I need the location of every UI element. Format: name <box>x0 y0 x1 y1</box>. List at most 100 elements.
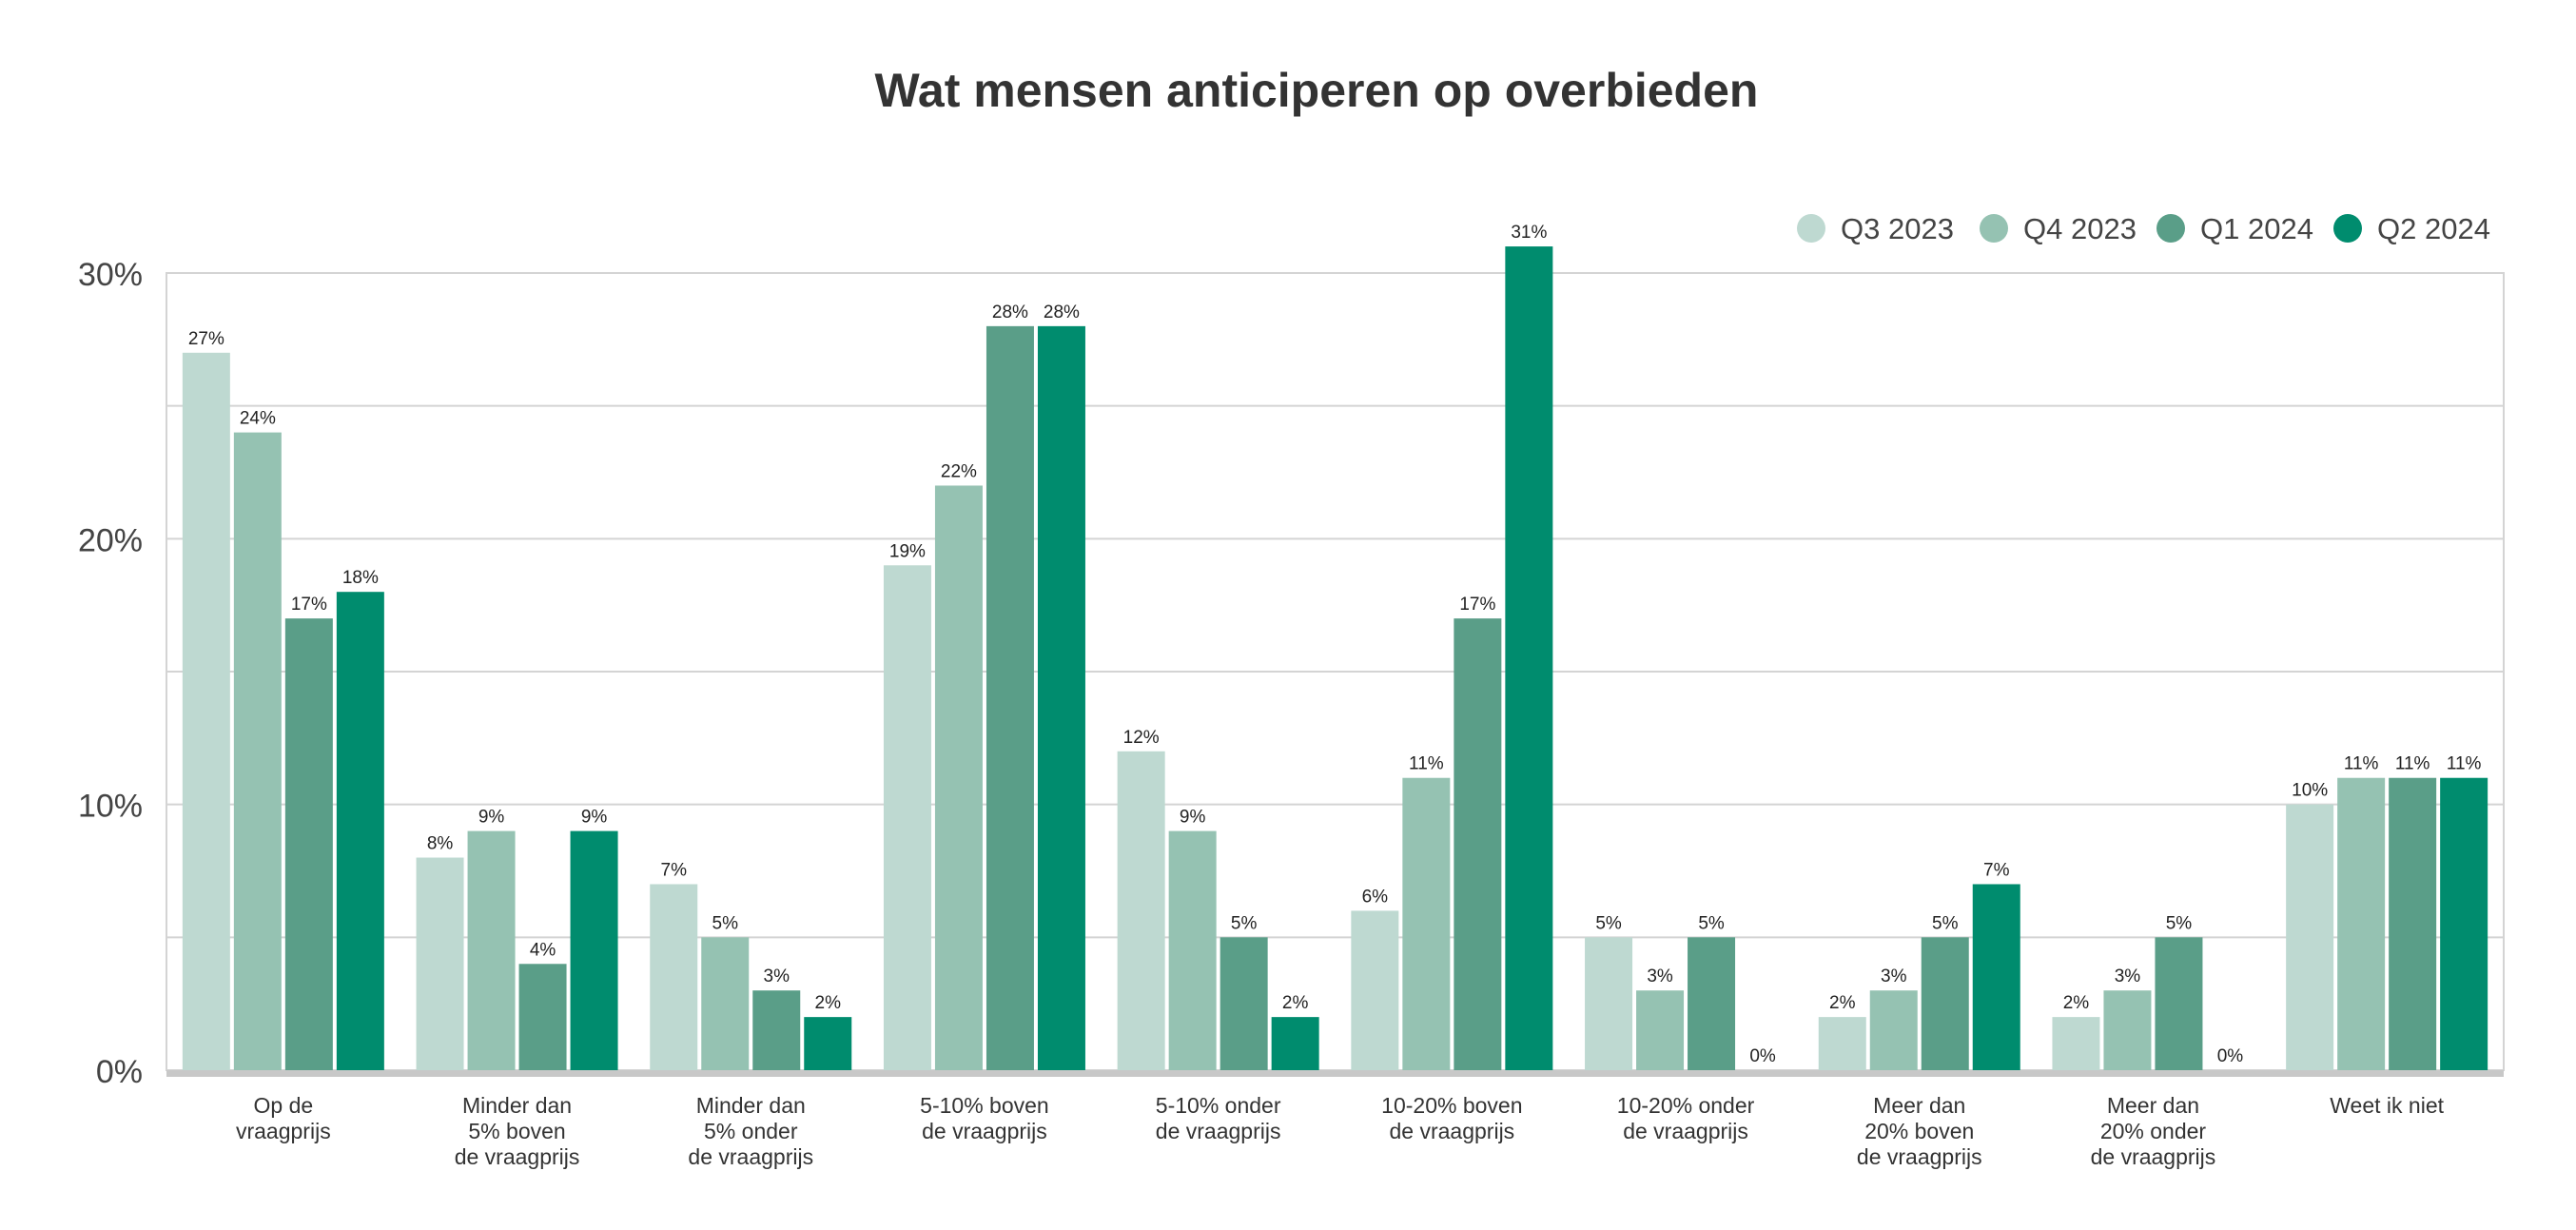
data-label: 12% <box>1123 728 1160 748</box>
bar <box>986 325 1034 1070</box>
data-label: 18% <box>342 568 379 588</box>
legend-item: Q2 2024 <box>2333 212 2490 245</box>
x-axis-ticks: Op de vraagprijs Minder dan 5% boven de vraa… <box>236 1093 2445 1169</box>
bar-series <box>166 246 2504 1077</box>
data-label: 5% <box>1932 913 1959 933</box>
bar <box>1505 246 1553 1071</box>
bar <box>752 990 801 1070</box>
bar <box>2155 937 2203 1070</box>
data-label: 17% <box>291 595 327 615</box>
legend-swatch-icon <box>1797 214 1825 243</box>
bar <box>416 857 464 1070</box>
bar <box>233 432 282 1071</box>
data-label: 8% <box>427 834 454 854</box>
bar <box>1037 325 1085 1070</box>
data-label: 27% <box>188 329 224 349</box>
legend-swatch-icon <box>1980 214 2008 243</box>
data-label: 2% <box>1829 993 1856 1013</box>
data-label: 24% <box>240 409 276 429</box>
grid-lines <box>166 272 2505 1071</box>
bar <box>1972 884 2020 1070</box>
data-label: 17% <box>1459 595 1495 615</box>
data-label: 7% <box>1983 860 2010 880</box>
y-tick-label: 20% <box>78 522 143 558</box>
bar <box>570 830 618 1070</box>
bar <box>1271 1017 1319 1070</box>
y-tick-label: 30% <box>78 257 143 293</box>
data-label: 11% <box>2344 754 2379 774</box>
legend-swatch-icon <box>2156 214 2185 243</box>
x-tick-label: 10-20% boven de vraagprijs <box>1381 1093 1522 1143</box>
x-tick-label: 10-20% onder de vraagprijs <box>1617 1093 1755 1143</box>
x-tick-label: Minder dan 5% onder de vraagprijs <box>688 1093 813 1169</box>
legend-item: Q4 2023 <box>1980 212 2137 245</box>
data-label: 6% <box>1362 887 1389 907</box>
bar <box>336 592 384 1070</box>
legend-label: Q4 2023 <box>2023 212 2137 245</box>
bar <box>1117 751 1165 1070</box>
data-label: 5% <box>1698 913 1725 933</box>
data-label: 2% <box>1282 993 1309 1013</box>
data-label: 28% <box>992 303 1028 322</box>
legend-swatch-icon <box>2333 214 2362 243</box>
legend-item: Q1 2024 <box>2156 212 2313 245</box>
bar <box>1454 618 1502 1070</box>
data-label: 5% <box>1595 913 1622 933</box>
bar <box>1818 1017 1866 1070</box>
data-label: 11% <box>2447 754 2482 774</box>
data-label: 0% <box>2217 1046 2244 1066</box>
y-tick-label: 10% <box>78 789 143 825</box>
bar <box>1585 937 1633 1070</box>
data-labels: 27% 24% 17% 18% 8% 9% 4% 9% 7% 5% 3% 2% 19% 22% 28% 28%… <box>188 223 2482 1066</box>
bar <box>934 485 983 1070</box>
data-label: 9% <box>581 808 608 828</box>
legend-label: Q2 2024 <box>2377 212 2490 245</box>
data-label: 2% <box>2063 993 2090 1013</box>
x-tick-label: Minder dan 5% boven de vraagprijs <box>455 1093 580 1169</box>
bar <box>1168 830 1217 1070</box>
bar <box>1636 990 1685 1070</box>
legend-label: Q1 2024 <box>2200 212 2313 245</box>
x-tick-label: 5-10% boven de vraagprijs <box>920 1093 1049 1143</box>
data-label: 7% <box>661 860 688 880</box>
bar <box>804 1017 852 1070</box>
data-label: 11% <box>2395 754 2430 774</box>
bar <box>518 964 567 1070</box>
data-label: 3% <box>1881 966 1907 986</box>
bar <box>1351 910 1399 1070</box>
data-label: 9% <box>1180 808 1206 828</box>
data-label: 0% <box>1749 1046 1776 1066</box>
data-label: 5% <box>712 913 739 933</box>
data-label: 3% <box>764 966 790 986</box>
bar <box>1688 937 1736 1070</box>
data-label: 3% <box>1647 966 1673 986</box>
bar <box>2103 990 2152 1070</box>
chart-title: Wat mensen anticiperen op overbieden <box>875 64 1759 117</box>
data-label: 10% <box>2292 781 2328 801</box>
bar <box>650 884 698 1070</box>
x-tick-label: Meer dan 20% boven de vraagprijs <box>1857 1093 1982 1169</box>
bar <box>284 618 333 1070</box>
data-label: 4% <box>530 940 556 960</box>
bar <box>1921 937 1969 1070</box>
y-tick-label: 0% <box>96 1054 143 1090</box>
bar <box>883 565 931 1070</box>
data-label: 5% <box>2166 913 2193 933</box>
bar <box>2337 777 2386 1070</box>
y-axis-ticks: 0% 10% 20% 30% <box>78 257 143 1090</box>
data-label: 9% <box>478 808 505 828</box>
data-label: 11% <box>1409 754 1444 774</box>
bar <box>1402 777 1451 1070</box>
bar <box>467 830 516 1070</box>
data-label: 22% <box>941 461 977 481</box>
x-tick-label: Weet ik niet <box>2330 1093 2444 1118</box>
data-label: 31% <box>1511 223 1547 243</box>
data-label: 28% <box>1044 303 1080 322</box>
x-tick-label: 5-10% onder de vraagprijs <box>1156 1093 1281 1143</box>
bar <box>2389 777 2437 1070</box>
data-label: 2% <box>815 993 842 1013</box>
bar <box>2052 1017 2100 1070</box>
data-label: 19% <box>889 541 926 561</box>
legend-item: Q3 2023 <box>1797 212 1954 245</box>
